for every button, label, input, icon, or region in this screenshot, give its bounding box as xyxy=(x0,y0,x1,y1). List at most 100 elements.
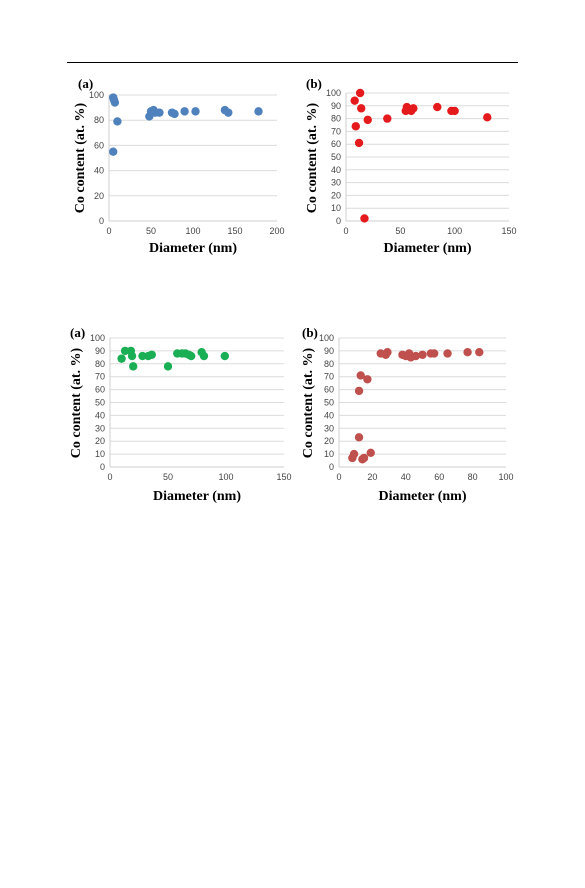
data-point xyxy=(120,346,130,356)
y-tick-label: 90 xyxy=(331,101,341,111)
data-point xyxy=(383,114,392,123)
y-tick-label: 50 xyxy=(324,398,334,408)
y-tick-label: 0 xyxy=(100,462,105,472)
y-tick-label: 70 xyxy=(331,126,341,136)
data-point xyxy=(366,448,375,458)
data-point xyxy=(129,362,138,371)
data-point xyxy=(110,98,120,107)
x-tick-label: 150 xyxy=(276,472,291,482)
x-tick-label: 0 xyxy=(336,472,341,482)
data-point xyxy=(475,347,484,357)
data-point xyxy=(359,453,369,463)
panel-label: (b) xyxy=(306,76,322,91)
x-tick-label: 40 xyxy=(401,472,411,482)
y-tick-label: 20 xyxy=(331,190,341,200)
y-axis-title: Co content (at. %) xyxy=(73,102,88,213)
x-axis-title: Diameter (nm) xyxy=(149,241,237,256)
data-point xyxy=(351,122,360,131)
panel-label: (a) xyxy=(78,76,93,91)
y-axis-title: Co content (at. %) xyxy=(305,102,320,213)
y-tick-label: 80 xyxy=(94,115,104,125)
data-point xyxy=(224,108,233,117)
y-tick-label: 10 xyxy=(95,449,105,459)
data-point xyxy=(117,354,126,363)
chart-bottom-left: (a) 0 50 100 150 0 10 20 30 40 50 60 70 80 90 100 Co c… xyxy=(69,325,292,504)
x-tick-label: 100 xyxy=(185,226,200,236)
data-point xyxy=(155,108,164,117)
data-point xyxy=(356,371,365,380)
x-tick-label: 0 xyxy=(106,226,111,236)
y-tick-label: 80 xyxy=(331,114,341,124)
y-tick-label: 50 xyxy=(331,152,341,162)
y-tick-label: 90 xyxy=(95,346,105,356)
x-tick-label: 150 xyxy=(227,226,242,236)
data-point xyxy=(127,351,137,361)
x-tick-label: 50 xyxy=(395,226,405,236)
y-tick-label: 40 xyxy=(94,166,104,176)
y-tick-label: 40 xyxy=(331,165,341,175)
y-tick-label: 80 xyxy=(324,359,334,369)
y-tick-label: 10 xyxy=(331,203,341,213)
data-point xyxy=(354,433,364,442)
data-point xyxy=(254,107,263,116)
x-axis-title: Diameter (nm) xyxy=(153,489,241,504)
chart-bottom-right: (b) 0 20 40 60 80 100 0 10 20 30 40 50 60 70 80 90 100 C… xyxy=(301,325,514,504)
x-tick-label: 20 xyxy=(367,472,377,482)
data-point xyxy=(433,102,442,112)
data-point xyxy=(354,386,364,396)
y-tick-label: 30 xyxy=(324,423,334,433)
data-point xyxy=(360,214,369,223)
data-point xyxy=(355,88,365,98)
y-tick-label: 70 xyxy=(95,372,105,382)
y-axis-title: Co content (at. %) xyxy=(69,347,84,458)
y-tick-label: 0 xyxy=(329,462,334,472)
data-point xyxy=(350,96,359,105)
y-tick-label: 30 xyxy=(95,423,105,433)
data-point xyxy=(411,351,421,361)
data-point xyxy=(363,115,372,125)
panel-label: (a) xyxy=(70,325,85,340)
y-tick-label: 60 xyxy=(331,139,341,149)
data-point xyxy=(349,449,359,459)
y-tick-label: 80 xyxy=(95,359,105,369)
data-point xyxy=(187,351,196,361)
x-tick-label: 100 xyxy=(498,472,513,482)
x-tick-label: 200 xyxy=(269,226,284,236)
x-tick-label: 50 xyxy=(146,226,156,236)
data-point xyxy=(383,347,392,357)
data-point xyxy=(450,106,459,116)
y-tick-label: 100 xyxy=(89,90,104,100)
y-tick-label: 20 xyxy=(324,436,334,446)
data-point xyxy=(199,351,209,361)
data-point xyxy=(363,375,372,384)
y-tick-label: 20 xyxy=(94,191,104,201)
y-tick-label: 100 xyxy=(90,333,105,343)
data-point xyxy=(170,109,179,119)
x-tick-label: 80 xyxy=(468,472,478,482)
data-point xyxy=(357,104,366,113)
data-point xyxy=(138,351,147,361)
y-tick-label: 70 xyxy=(324,372,334,382)
data-point xyxy=(220,351,230,361)
chart-top-left: (a) 0 50 100 150 200 0 20 40 60 80 100 Co content … xyxy=(73,76,285,256)
data-point xyxy=(429,349,439,358)
data-point xyxy=(463,347,472,357)
panel-label: (b) xyxy=(302,325,318,340)
data-point xyxy=(147,350,156,359)
data-point xyxy=(409,104,418,113)
y-tick-label: 0 xyxy=(336,216,341,226)
y-tick-label: 40 xyxy=(95,410,105,420)
header-rule xyxy=(67,62,518,63)
y-tick-label: 20 xyxy=(95,436,105,446)
data-point xyxy=(443,349,452,358)
y-tick-label: 30 xyxy=(331,178,341,188)
x-tick-label: 0 xyxy=(107,472,112,482)
chart-top-right: (b) 0 50 100 150 0 10 20 30 40 50 60 70 80 90 100 Co c… xyxy=(305,76,517,256)
y-tick-label: 0 xyxy=(99,216,104,226)
data-point xyxy=(354,138,364,148)
x-tick-label: 100 xyxy=(447,226,462,236)
y-tick-label: 100 xyxy=(326,88,341,98)
y-tick-label: 90 xyxy=(324,346,334,356)
data-point xyxy=(163,362,173,371)
x-tick-label: 150 xyxy=(501,226,516,236)
